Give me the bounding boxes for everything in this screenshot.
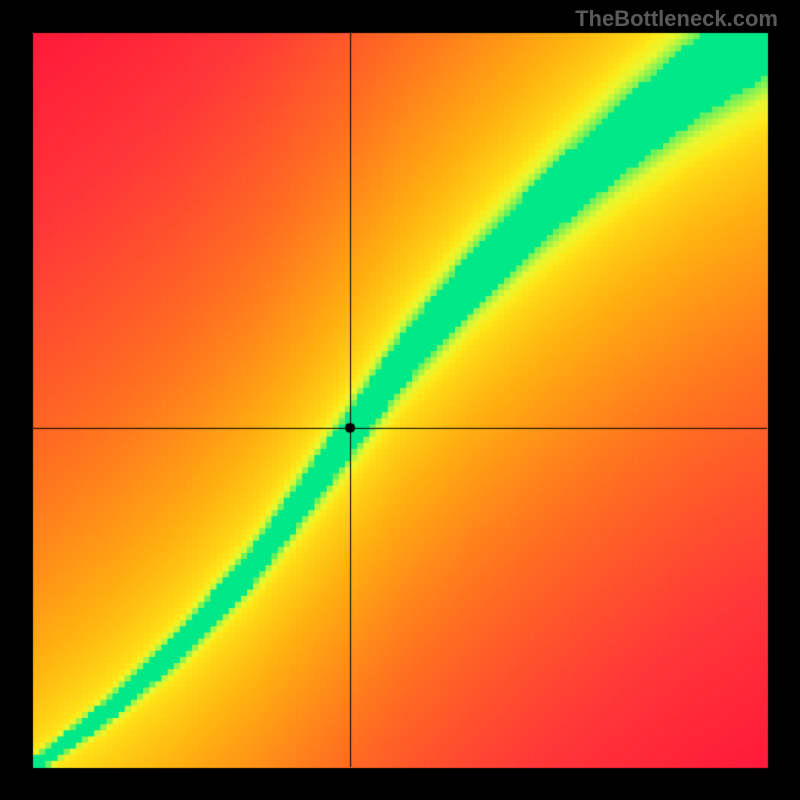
chart-container: TheBottleneck.com bbox=[0, 0, 800, 800]
watermark-text: TheBottleneck.com bbox=[575, 6, 778, 32]
bottleneck-heatmap bbox=[0, 0, 800, 800]
